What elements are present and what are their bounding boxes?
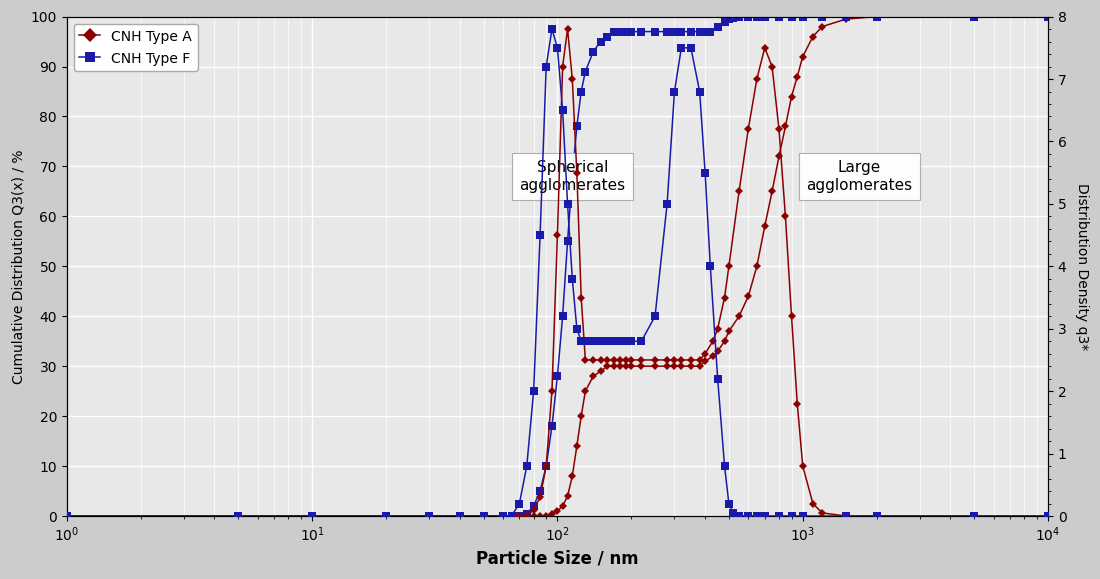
- Legend: CNH Type A, CNH Type F: CNH Type A, CNH Type F: [74, 24, 198, 71]
- Text: Spherical
agglomerates: Spherical agglomerates: [519, 160, 626, 193]
- Y-axis label: Cumulative Distribution Q3(x) / %: Cumulative Distribution Q3(x) / %: [11, 149, 25, 383]
- X-axis label: Particle Size / nm: Particle Size / nm: [476, 550, 639, 568]
- Y-axis label: Distribution Density q3*: Distribution Density q3*: [1075, 183, 1089, 350]
- Text: Large
agglomerates: Large agglomerates: [806, 160, 912, 193]
